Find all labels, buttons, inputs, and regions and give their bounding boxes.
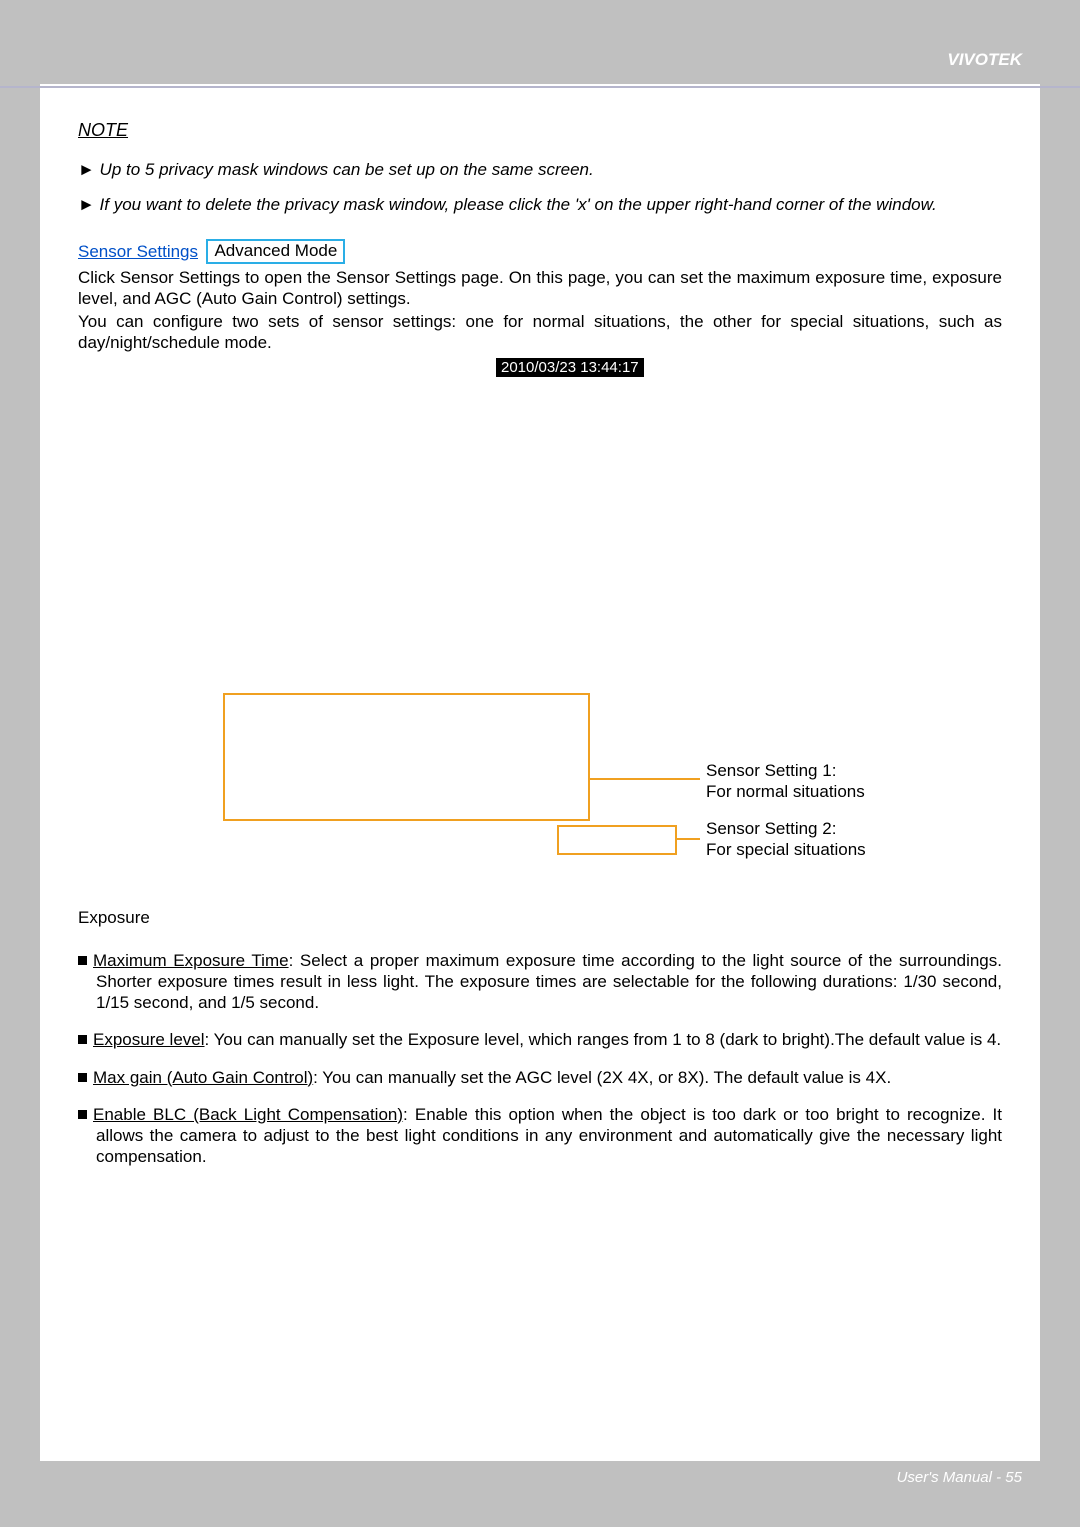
header-divider	[0, 86, 1080, 88]
label-1-title: Sensor Setting 1:	[706, 761, 836, 780]
note-heading: NOTE	[78, 120, 1002, 141]
advanced-mode-badge: Advanced Mode	[206, 239, 345, 264]
exposure-bullet-2: Exposure level: You can manually set the…	[78, 1029, 1002, 1050]
note-item-2: ► If you want to delete the privacy mask…	[78, 194, 1002, 215]
highlight-box-2	[557, 825, 677, 855]
document-page: VIVOTEK NOTE ► Up to 5 privacy mask wind…	[40, 30, 1040, 1497]
page-content: NOTE ► Up to 5 privacy mask windows can …	[78, 120, 1002, 1184]
connector-line-1	[590, 778, 700, 780]
note-item-1: ► Up to 5 privacy mask windows can be se…	[78, 159, 1002, 180]
exposure-heading: Exposure	[78, 908, 1002, 928]
exposure-bullet-3: Max gain (Auto Gain Control): You can ma…	[78, 1067, 1002, 1088]
bullet-icon	[78, 1073, 87, 1082]
brand-logo: VIVOTEK	[947, 50, 1022, 70]
footer-text: User's Manual - 55	[897, 1469, 1022, 1486]
timestamp-overlay: 2010/03/23 13:44:17	[496, 358, 644, 377]
connector-line-2	[677, 838, 700, 840]
bullet-1-term: Maximum Exposure Time	[93, 951, 289, 970]
timestamp-text: 2010/03/23 13:44:17	[496, 358, 644, 377]
highlight-box-1	[223, 693, 590, 821]
bullet-2-term: Exposure level	[93, 1030, 205, 1049]
sensor-settings-heading: Sensor Settings Advanced Mode	[78, 240, 1002, 265]
bullet-3-text: : You can manually set the AGC level (2X…	[313, 1068, 891, 1087]
label-1-subtitle: For normal situations	[706, 782, 865, 801]
diagram-label-1: Sensor Setting 1: For normal situations	[706, 760, 865, 803]
bullet-4-term: Enable BLC (Back Light Compensation)	[93, 1105, 403, 1124]
sensor-description-1: Click Sensor Settings to open the Sensor…	[78, 267, 1002, 310]
page-header: VIVOTEK	[40, 30, 1040, 84]
bullet-icon	[78, 956, 87, 965]
label-2-title: Sensor Setting 2:	[706, 819, 836, 838]
exposure-bullet-1: Maximum Exposure Time: Select a proper m…	[78, 950, 1002, 1014]
bullet-3-term: Max gain (Auto Gain Control)	[93, 1068, 313, 1087]
page-footer: User's Manual - 55	[40, 1461, 1040, 1497]
label-2-subtitle: For special situations	[706, 840, 866, 859]
sensor-diagram: 2010/03/23 13:44:17 Sensor Setting 1: Fo…	[78, 358, 1002, 868]
sensor-description-2: You can configure two sets of sensor set…	[78, 311, 1002, 354]
exposure-bullet-4: Enable BLC (Back Light Compensation): En…	[78, 1104, 1002, 1168]
bullet-icon	[78, 1110, 87, 1119]
sensor-settings-link[interactable]: Sensor Settings	[78, 242, 198, 261]
bullet-icon	[78, 1035, 87, 1044]
bullet-2-text: : You can manually set the Exposure leve…	[205, 1030, 1002, 1049]
diagram-label-2: Sensor Setting 2: For special situations	[706, 818, 866, 861]
